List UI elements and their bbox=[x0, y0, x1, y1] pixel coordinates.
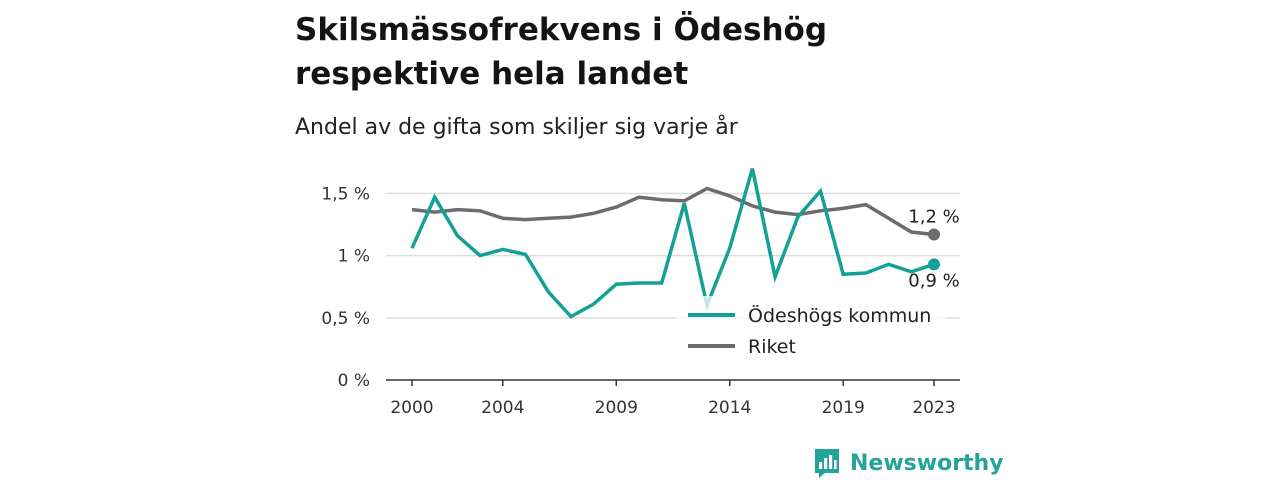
x-tick-label: 2019 bbox=[822, 398, 865, 418]
end-labels: 1,2 % 0,9 % bbox=[908, 206, 959, 291]
x-tick-label: 2009 bbox=[595, 398, 638, 418]
legend-label: Ödeshögs kommun bbox=[748, 304, 931, 327]
y-tick-label: 1 % bbox=[338, 247, 370, 267]
chart-title: Skilsmässofrekvens i Ödeshög respektive … bbox=[295, 12, 828, 92]
end-point bbox=[928, 258, 940, 271]
legend: Ödeshögs kommun Riket bbox=[676, 296, 946, 366]
series-line bbox=[411, 186, 935, 237]
y-tick-label: 0,5 % bbox=[321, 309, 370, 329]
series-line bbox=[410, 168, 935, 319]
x-tick-label: 2023 bbox=[912, 398, 955, 418]
chart-subtitle: Andel av de gifta som skiljer sig varje … bbox=[295, 115, 738, 140]
x-tick-label: 2014 bbox=[708, 398, 751, 418]
y-tick-label: 1,5 % bbox=[321, 184, 370, 204]
end-label-odeshog: 0,9 % bbox=[908, 270, 959, 291]
x-tick-label: 2004 bbox=[481, 398, 524, 418]
series-lines bbox=[410, 168, 940, 319]
x-tick-label: 2000 bbox=[390, 398, 433, 418]
line-chart: 0 % 0,5 % 1 % 1,5 % 2000 2004 2009 2014 2019 202… bbox=[321, 168, 960, 418]
y-tick-label: 0 % bbox=[338, 371, 370, 391]
y-axis: 0 % 0,5 % 1 % 1,5 % bbox=[321, 184, 370, 391]
end-label-riket: 1,2 % bbox=[908, 206, 959, 227]
legend-background bbox=[676, 296, 946, 366]
newsworthy-logo-icon bbox=[815, 449, 839, 478]
brand-logo: Newsworthy bbox=[813, 446, 1004, 480]
end-point bbox=[928, 228, 940, 241]
brand-name: Newsworthy bbox=[850, 450, 1004, 476]
legend-label: Riket bbox=[748, 336, 796, 358]
x-axis: 2000 2004 2009 2014 2019 2023 bbox=[386, 379, 960, 418]
